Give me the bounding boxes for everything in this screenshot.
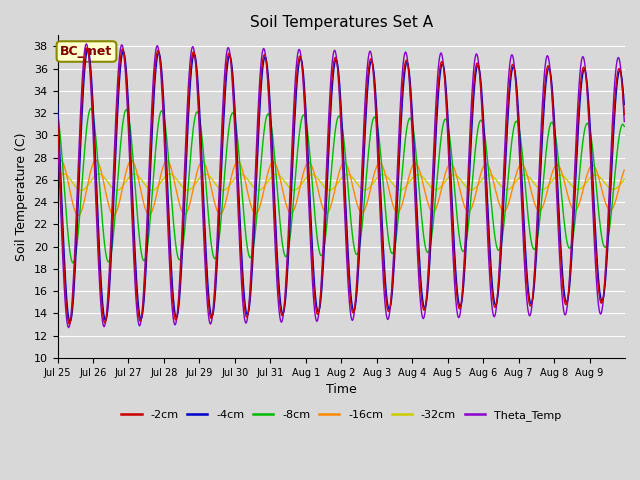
- Legend: -2cm, -4cm, -8cm, -16cm, -32cm, Theta_Temp: -2cm, -4cm, -8cm, -16cm, -32cm, Theta_Te…: [117, 406, 566, 425]
- X-axis label: Time: Time: [326, 383, 356, 396]
- Text: BC_met: BC_met: [60, 45, 113, 58]
- Title: Soil Temperatures Set A: Soil Temperatures Set A: [250, 15, 433, 30]
- Y-axis label: Soil Temperature (C): Soil Temperature (C): [15, 132, 28, 261]
